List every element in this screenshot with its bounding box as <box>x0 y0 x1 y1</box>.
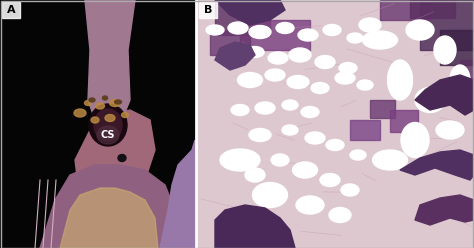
Ellipse shape <box>253 183 288 208</box>
Ellipse shape <box>341 184 359 196</box>
Bar <box>410 0 455 18</box>
Ellipse shape <box>315 56 335 68</box>
Text: CS: CS <box>101 130 115 140</box>
Ellipse shape <box>359 18 381 32</box>
Ellipse shape <box>323 25 341 35</box>
Ellipse shape <box>406 20 434 40</box>
Ellipse shape <box>118 155 126 161</box>
Ellipse shape <box>289 48 311 62</box>
Ellipse shape <box>320 174 340 186</box>
Ellipse shape <box>84 100 91 105</box>
Ellipse shape <box>89 104 127 146</box>
Ellipse shape <box>105 115 115 122</box>
Ellipse shape <box>335 72 355 84</box>
Bar <box>0 0 195 248</box>
Ellipse shape <box>255 102 275 114</box>
Ellipse shape <box>347 33 363 43</box>
Bar <box>460 60 474 90</box>
Ellipse shape <box>329 208 351 222</box>
Ellipse shape <box>450 65 470 95</box>
Ellipse shape <box>94 109 122 141</box>
Ellipse shape <box>91 117 99 123</box>
Ellipse shape <box>311 83 329 93</box>
Ellipse shape <box>95 103 104 109</box>
Bar <box>350 120 380 140</box>
Ellipse shape <box>339 62 357 73</box>
Ellipse shape <box>326 139 344 151</box>
Ellipse shape <box>401 123 429 157</box>
Ellipse shape <box>301 106 319 118</box>
Ellipse shape <box>102 96 108 100</box>
Polygon shape <box>400 150 474 180</box>
Ellipse shape <box>357 80 373 90</box>
Bar <box>240 20 310 50</box>
Ellipse shape <box>237 72 263 88</box>
Ellipse shape <box>436 121 464 139</box>
FancyBboxPatch shape <box>2 2 20 18</box>
Bar <box>215 0 270 35</box>
Ellipse shape <box>246 47 264 58</box>
Ellipse shape <box>415 88 445 113</box>
Ellipse shape <box>388 60 412 100</box>
Ellipse shape <box>245 168 265 182</box>
Ellipse shape <box>271 154 289 166</box>
Ellipse shape <box>219 49 241 62</box>
Ellipse shape <box>109 99 120 106</box>
Ellipse shape <box>298 29 318 41</box>
Polygon shape <box>415 75 474 115</box>
FancyBboxPatch shape <box>199 2 217 18</box>
Bar <box>210 30 250 55</box>
Ellipse shape <box>287 75 309 89</box>
Ellipse shape <box>363 31 398 49</box>
Bar <box>420 0 474 50</box>
Ellipse shape <box>249 128 271 142</box>
Text: A: A <box>7 5 15 15</box>
Ellipse shape <box>74 109 86 117</box>
Ellipse shape <box>231 104 249 116</box>
Text: B: B <box>204 5 212 15</box>
Ellipse shape <box>296 196 324 214</box>
Ellipse shape <box>282 100 298 110</box>
Ellipse shape <box>373 150 408 170</box>
Polygon shape <box>215 205 295 248</box>
Ellipse shape <box>206 25 224 35</box>
Ellipse shape <box>97 126 119 144</box>
Ellipse shape <box>249 26 271 38</box>
Polygon shape <box>215 0 285 25</box>
Bar <box>380 0 430 20</box>
Ellipse shape <box>115 100 121 104</box>
Ellipse shape <box>228 22 248 34</box>
Ellipse shape <box>268 52 288 64</box>
Polygon shape <box>60 188 158 248</box>
Ellipse shape <box>282 125 298 135</box>
Ellipse shape <box>276 23 294 33</box>
Ellipse shape <box>121 113 128 118</box>
Bar <box>390 110 418 132</box>
Polygon shape <box>415 195 474 225</box>
Bar <box>370 100 395 118</box>
Ellipse shape <box>89 98 95 102</box>
Polygon shape <box>85 0 135 125</box>
Polygon shape <box>215 42 255 70</box>
Polygon shape <box>160 140 195 248</box>
Ellipse shape <box>434 36 456 64</box>
Polygon shape <box>60 110 155 248</box>
Bar <box>197 0 474 248</box>
Ellipse shape <box>350 150 366 160</box>
Ellipse shape <box>305 132 325 144</box>
Ellipse shape <box>292 162 318 178</box>
Polygon shape <box>40 165 180 248</box>
Ellipse shape <box>265 69 285 81</box>
Ellipse shape <box>220 149 260 171</box>
Bar <box>440 30 474 65</box>
